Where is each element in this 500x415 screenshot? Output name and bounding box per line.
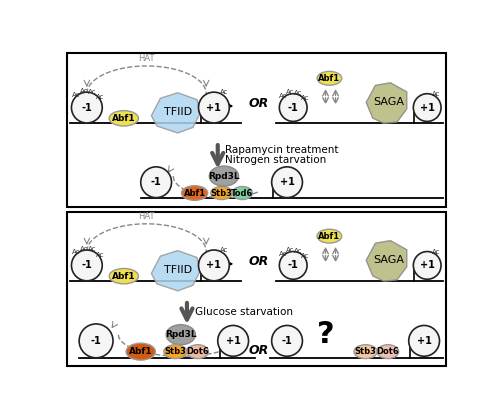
Text: +1: +1 bbox=[420, 260, 434, 271]
Ellipse shape bbox=[317, 229, 342, 243]
Text: Glucose starvation: Glucose starvation bbox=[194, 307, 292, 317]
Text: Ac: Ac bbox=[301, 95, 310, 101]
Text: TFIID: TFIID bbox=[164, 107, 192, 117]
Ellipse shape bbox=[317, 71, 342, 85]
Circle shape bbox=[72, 250, 102, 281]
Ellipse shape bbox=[182, 186, 208, 200]
Circle shape bbox=[414, 251, 441, 279]
Text: Ac: Ac bbox=[294, 248, 302, 254]
Ellipse shape bbox=[109, 269, 138, 284]
Text: Ac: Ac bbox=[220, 89, 228, 95]
Text: Stb3: Stb3 bbox=[164, 347, 186, 356]
Text: Ac: Ac bbox=[72, 249, 80, 255]
Text: +1: +1 bbox=[416, 336, 432, 346]
Text: Ac: Ac bbox=[80, 246, 88, 252]
Polygon shape bbox=[152, 93, 200, 133]
Text: -1: -1 bbox=[151, 177, 162, 187]
Text: Ac: Ac bbox=[88, 89, 97, 95]
Text: Abf1: Abf1 bbox=[318, 232, 340, 241]
Text: Ac: Ac bbox=[220, 247, 228, 253]
Text: Ac: Ac bbox=[301, 252, 310, 259]
Circle shape bbox=[141, 167, 172, 198]
Text: Ac: Ac bbox=[432, 91, 440, 97]
Text: +1: +1 bbox=[420, 103, 434, 112]
Text: +1: +1 bbox=[206, 103, 222, 112]
Ellipse shape bbox=[126, 343, 156, 360]
Text: Ac: Ac bbox=[279, 93, 287, 99]
Polygon shape bbox=[152, 251, 200, 291]
Text: -1: -1 bbox=[82, 260, 92, 271]
Polygon shape bbox=[366, 83, 407, 123]
Text: Ac: Ac bbox=[286, 89, 295, 95]
Text: OR: OR bbox=[248, 255, 268, 268]
Ellipse shape bbox=[164, 345, 187, 359]
Ellipse shape bbox=[232, 186, 252, 200]
Text: Ac: Ac bbox=[279, 251, 287, 256]
Text: Abf1: Abf1 bbox=[112, 114, 136, 123]
Text: Ac: Ac bbox=[96, 251, 104, 258]
Text: Abf1: Abf1 bbox=[112, 272, 136, 281]
Text: Rpd3L: Rpd3L bbox=[165, 330, 196, 339]
Ellipse shape bbox=[377, 345, 398, 359]
Circle shape bbox=[272, 325, 302, 356]
Ellipse shape bbox=[354, 345, 377, 359]
Text: Ac: Ac bbox=[286, 247, 295, 253]
Text: Tod6: Tod6 bbox=[231, 188, 254, 198]
Circle shape bbox=[272, 167, 302, 198]
Circle shape bbox=[72, 92, 102, 123]
Text: HAT: HAT bbox=[138, 54, 155, 63]
Text: SAGA: SAGA bbox=[373, 98, 404, 107]
Ellipse shape bbox=[166, 325, 196, 345]
Text: OR: OR bbox=[248, 97, 268, 110]
FancyBboxPatch shape bbox=[67, 53, 446, 207]
Circle shape bbox=[198, 250, 230, 281]
Circle shape bbox=[79, 324, 113, 358]
Text: -1: -1 bbox=[282, 336, 292, 346]
Ellipse shape bbox=[109, 111, 138, 126]
Ellipse shape bbox=[187, 345, 208, 359]
Text: +1: +1 bbox=[206, 260, 222, 271]
Text: Nitrogen starvation: Nitrogen starvation bbox=[226, 155, 326, 165]
Circle shape bbox=[280, 94, 307, 122]
Circle shape bbox=[408, 325, 440, 356]
Text: ?: ? bbox=[316, 320, 334, 349]
Ellipse shape bbox=[211, 186, 233, 200]
Text: Ac: Ac bbox=[88, 247, 97, 252]
Text: OR: OR bbox=[248, 344, 268, 356]
Text: +1: +1 bbox=[280, 177, 294, 187]
Text: Dot6: Dot6 bbox=[186, 347, 209, 356]
FancyBboxPatch shape bbox=[67, 212, 446, 366]
Text: Dot6: Dot6 bbox=[376, 347, 400, 356]
Text: +1: +1 bbox=[226, 336, 240, 346]
Circle shape bbox=[218, 325, 248, 356]
Circle shape bbox=[198, 92, 230, 123]
Ellipse shape bbox=[210, 166, 238, 186]
Text: SAGA: SAGA bbox=[373, 255, 404, 265]
Text: -1: -1 bbox=[90, 336, 102, 346]
Text: Ac: Ac bbox=[96, 94, 104, 100]
Text: Ac: Ac bbox=[80, 88, 88, 94]
Text: Ac: Ac bbox=[294, 90, 302, 96]
Text: -1: -1 bbox=[288, 103, 298, 112]
Circle shape bbox=[280, 251, 307, 279]
Text: Ac: Ac bbox=[72, 92, 80, 98]
Circle shape bbox=[414, 94, 441, 122]
Text: Abf1: Abf1 bbox=[129, 347, 152, 356]
Text: Rpd3L: Rpd3L bbox=[208, 171, 240, 181]
Text: HAT: HAT bbox=[138, 212, 155, 221]
Text: Ac: Ac bbox=[432, 249, 440, 254]
Text: -1: -1 bbox=[82, 103, 92, 112]
Text: Stb3: Stb3 bbox=[210, 188, 233, 198]
Text: Stb3: Stb3 bbox=[354, 347, 376, 356]
Text: -1: -1 bbox=[288, 260, 298, 271]
Text: Rapamycin treatment: Rapamycin treatment bbox=[226, 145, 339, 155]
Text: TFIID: TFIID bbox=[164, 265, 192, 275]
Text: Abf1: Abf1 bbox=[184, 188, 206, 198]
Polygon shape bbox=[366, 241, 407, 281]
Text: Abf1: Abf1 bbox=[318, 74, 340, 83]
